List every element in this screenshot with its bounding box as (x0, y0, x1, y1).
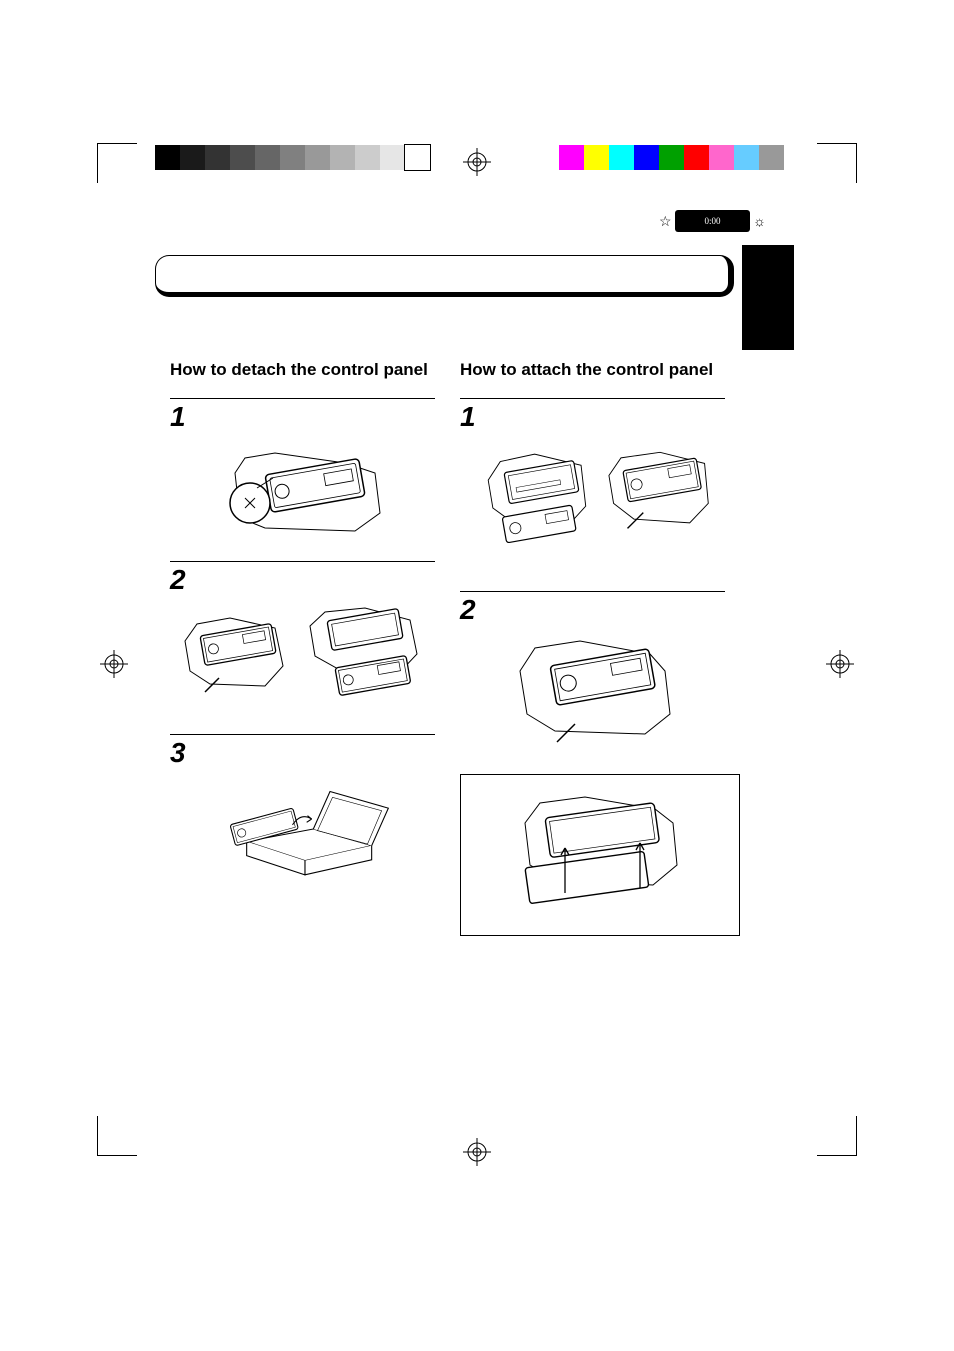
crop-mark (817, 1116, 857, 1156)
section-tab (742, 245, 794, 350)
step-divider (460, 398, 725, 399)
crop-mark (817, 143, 857, 183)
register-mark-icon (463, 148, 491, 176)
register-mark-icon (463, 1138, 491, 1166)
note-box (460, 774, 740, 936)
step-divider (170, 398, 435, 399)
attach-step1-illustration (465, 443, 725, 573)
detach-column: How to detach the control panel 1 2 (170, 360, 440, 883)
crop-mark (97, 1116, 137, 1156)
detach-step2-illustration (175, 606, 435, 716)
step-number: 2 (460, 594, 730, 626)
step-number: 2 (170, 564, 440, 596)
section-title-box (155, 255, 734, 297)
step-divider (460, 591, 725, 592)
detach-step1-illustration (195, 443, 415, 543)
detach-heading: How to detach the control panel (170, 360, 440, 380)
step-divider (170, 561, 435, 562)
grayscale-calibration-bar (155, 145, 430, 170)
step-number: 1 (170, 401, 440, 433)
detach-step3-illustration (195, 779, 415, 879)
color-calibration-bar (559, 145, 784, 170)
step-number: 3 (170, 737, 440, 769)
register-mark-icon (100, 650, 128, 678)
step-number: 1 (460, 401, 730, 433)
register-mark-icon (826, 650, 854, 678)
attach-heading: How to attach the control panel (460, 360, 730, 380)
attach-column: How to attach the control panel 1 2 (460, 360, 730, 936)
clock-badge: 0:00 (675, 210, 750, 232)
attach-step2-illustration (485, 636, 705, 756)
note-illustration (495, 793, 705, 923)
crop-mark (97, 143, 137, 183)
step-divider (170, 734, 435, 735)
